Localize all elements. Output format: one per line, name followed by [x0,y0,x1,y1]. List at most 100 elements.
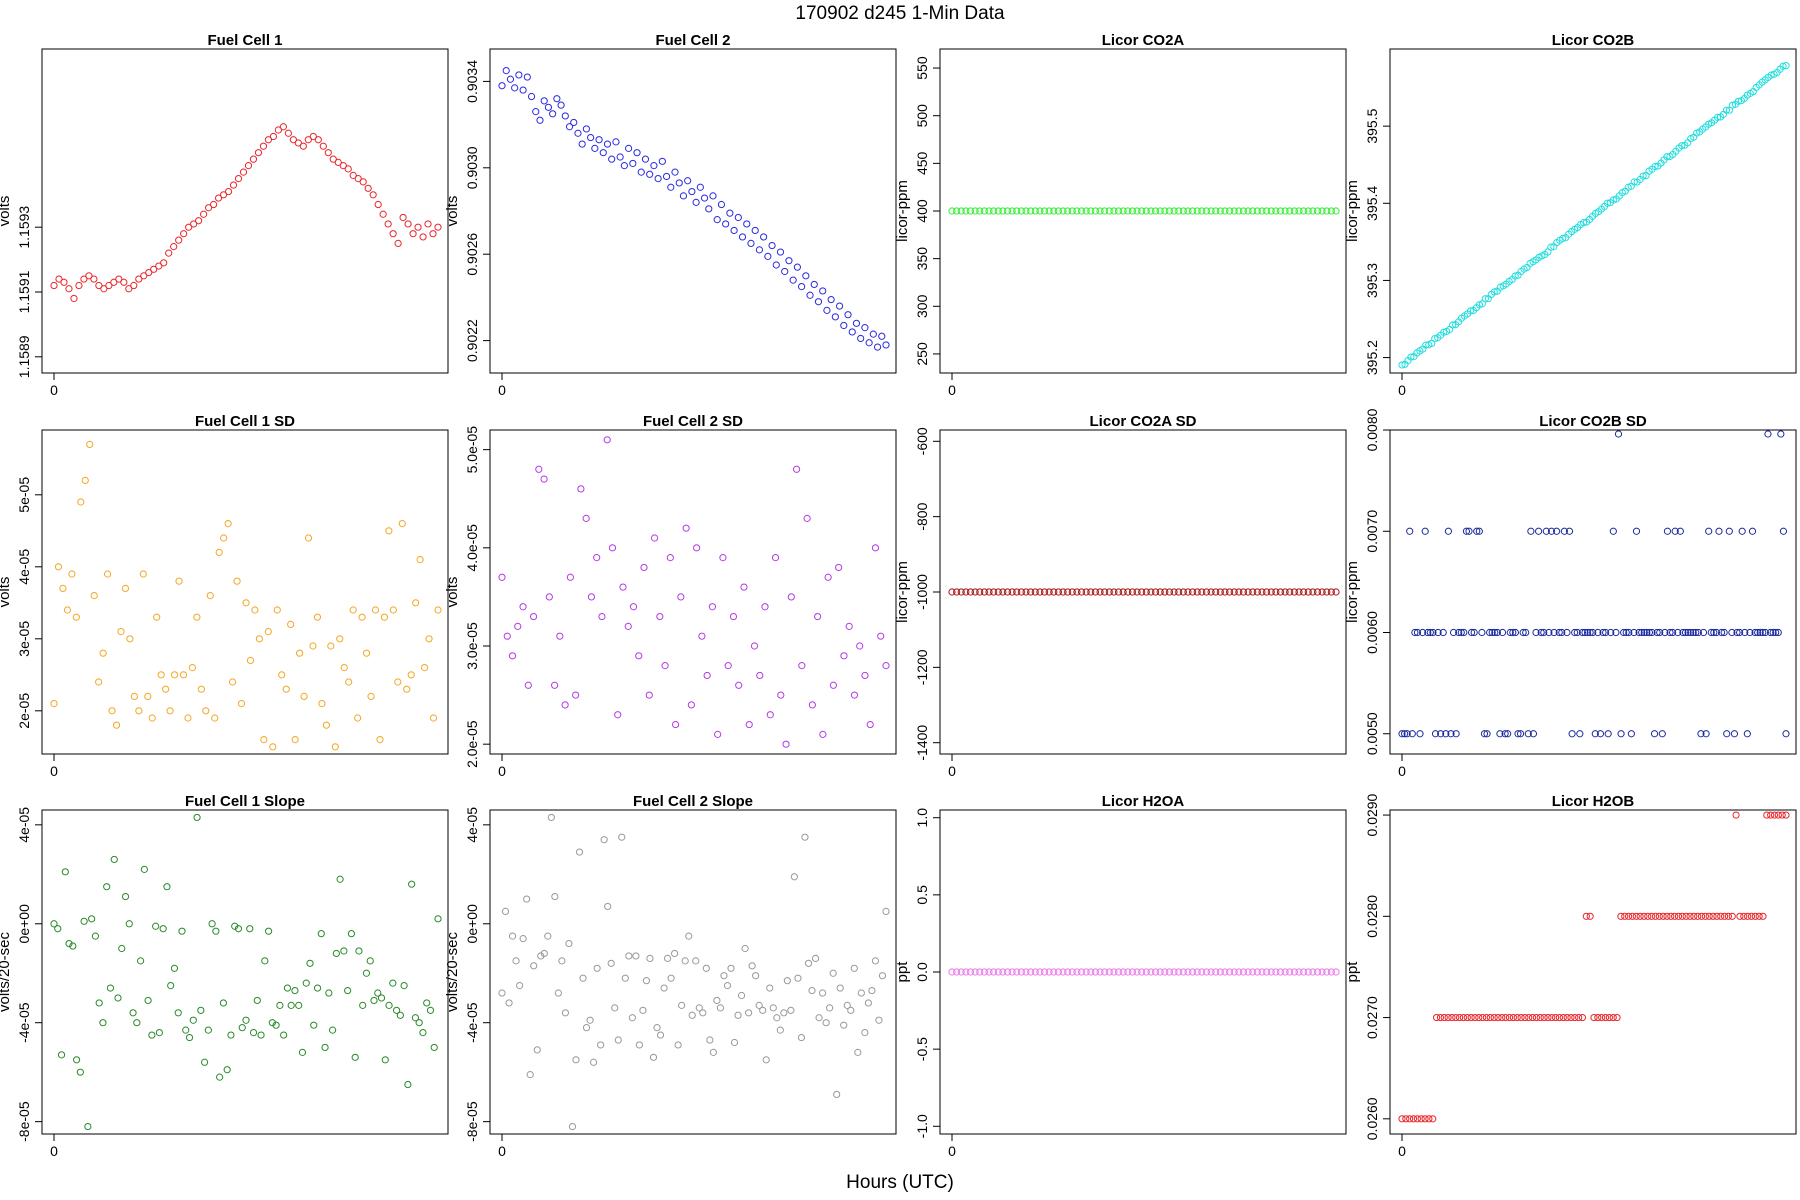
data-point [1421,1115,1429,1123]
data-point [91,932,100,940]
data-point [385,1001,393,1009]
data-point [577,485,585,493]
data-point [856,642,864,650]
data-point [180,230,188,238]
data-point [726,209,734,217]
data-point [1578,1013,1587,1022]
data-point [345,678,353,686]
data-point [1720,912,1729,920]
plot-frame [41,48,449,374]
data-point [179,671,188,679]
data-point [1509,628,1517,637]
data-point [741,944,749,953]
y-tick-label: -8e-05 [16,1101,32,1142]
data-point [1666,628,1674,637]
data-point [675,179,683,187]
data-point [1586,912,1594,920]
data-point [1532,628,1540,637]
data-point [966,968,975,976]
y-tick-label: 2e-05 [16,693,32,729]
data-point [953,968,961,976]
data-point [155,262,163,270]
data-point [219,999,228,1007]
data-point [639,1006,647,1014]
data-point [1759,912,1767,920]
data-point [185,223,193,231]
data-point [170,671,179,679]
panel-title: Licor CO2A SD [1090,413,1197,430]
data-point [1124,968,1132,976]
data-point [1040,588,1049,596]
panel-title: Fuel Cell 1 Slope [185,793,305,810]
data-point [374,200,382,209]
data-point [1630,178,1638,186]
data-point [234,925,243,933]
data-point [1077,968,1086,976]
data-point [808,986,816,995]
data-point [666,554,674,562]
y-tick-label: 3.0e-05 [464,622,480,670]
data-point [88,915,96,923]
data-point [300,692,308,701]
data-point [1267,207,1275,215]
data-point [253,996,261,1005]
data-point [540,949,548,958]
data-point [1249,968,1257,976]
data-point [1253,207,1261,215]
data-point [314,136,322,144]
data-point [389,979,397,987]
data-point [586,1016,594,1024]
data-point [324,149,332,157]
data-point [999,207,1007,215]
data-point [264,927,273,935]
data-point [624,144,633,152]
data-point [840,321,848,330]
data-point [1447,730,1455,738]
data-point [1068,968,1076,976]
data-point [1170,968,1178,976]
data-point [844,311,852,319]
data-point [325,989,333,997]
data-point [1738,527,1746,535]
data-point [557,101,565,109]
data-point [1625,628,1633,637]
data-point [340,664,348,672]
data-point [1710,628,1718,637]
data-point [404,220,412,228]
data-point [840,1021,848,1029]
data-point [801,833,809,841]
data-point [628,1014,636,1022]
data-point [1309,588,1317,596]
data-point [587,593,596,601]
y-tick-label: -8e-05 [464,1101,480,1142]
data-point [376,736,384,744]
data-point [195,217,203,225]
data-point [246,925,254,933]
data-point [1124,207,1132,215]
data-point [1272,968,1280,976]
data-point [976,968,984,976]
data-point [1267,968,1275,976]
data-point [635,652,643,660]
data-point [1563,1013,1571,1022]
data-point [1184,207,1192,215]
data-point [81,476,89,484]
data-point [1653,628,1661,637]
data-point [1767,811,1775,819]
data-point [702,964,710,972]
data-point [582,125,591,133]
data-point [145,268,153,277]
data-point [533,1046,541,1054]
data-point [184,714,192,722]
data-point [625,952,633,960]
data-point [152,922,160,930]
data-point [1571,1013,1579,1022]
data-point [708,603,717,611]
data-point [568,1122,577,1131]
data-point [614,1036,622,1044]
data-point [1504,730,1512,738]
data-point [1165,588,1174,596]
data-point [1766,628,1775,637]
data-point [629,603,638,611]
data-point [745,720,753,729]
